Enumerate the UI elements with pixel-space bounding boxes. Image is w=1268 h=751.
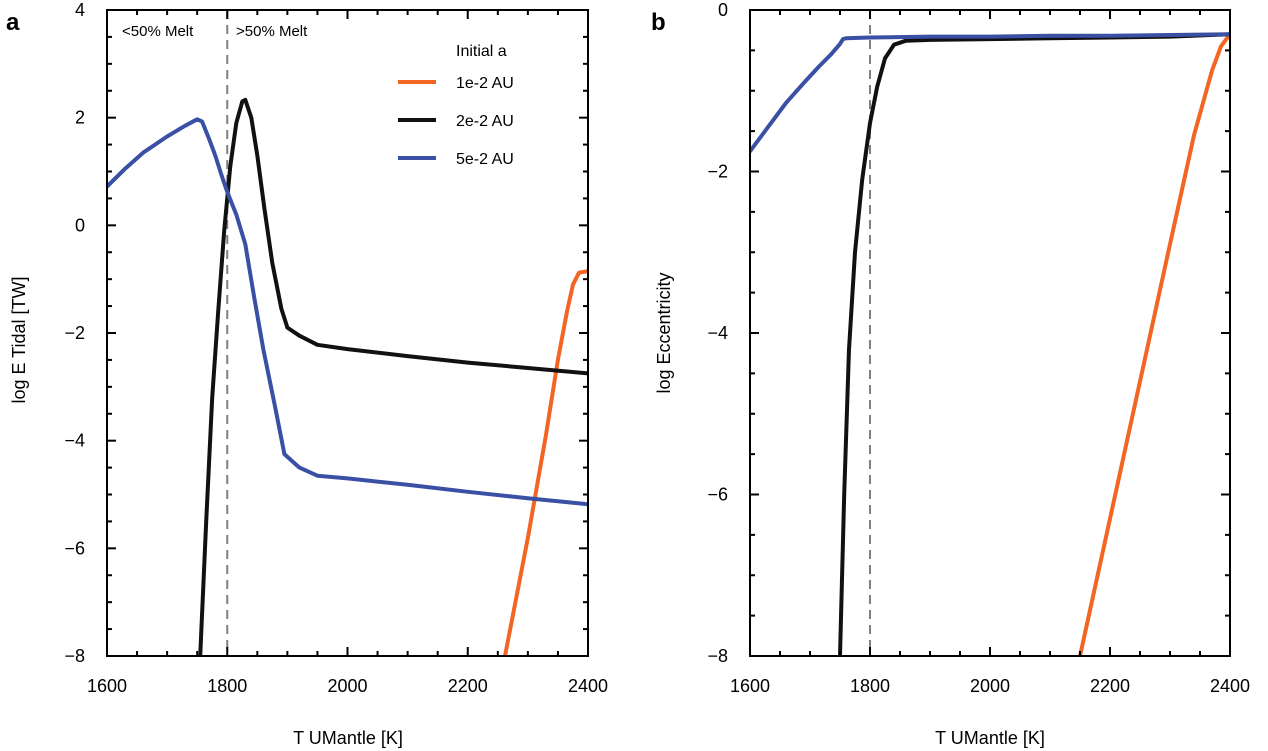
y-tick-label-a: 2	[75, 108, 85, 128]
panel-a-axes: 1600 1800 2000 2200 2400 −8 −6 −4 −2 0 2 4	[64, 0, 608, 696]
x-tick-label-b: 2200	[1090, 676, 1130, 696]
annotation-below-50-melt: <50% Melt	[122, 23, 194, 40]
legend-label-1e-2-au: 1e-2 AU	[456, 75, 514, 92]
x-tick-label-a: 2000	[327, 676, 367, 696]
legend-title: Initial a	[456, 43, 507, 60]
x-tick-label-b: 1600	[730, 676, 770, 696]
x-tick-label-b: 2400	[1210, 676, 1250, 696]
y-tick-label-a: 0	[75, 215, 85, 235]
legend-label-5e-2-au: 5e-2 AU	[456, 151, 514, 168]
series-line-1e-2-au-b	[1078, 32, 1230, 656]
legend: Initial a 1e-2 AU 2e-2 AU 5e-2 AU	[398, 43, 514, 168]
panel-b-plot-area	[750, 10, 1230, 656]
series-line-5e-2-au-b	[750, 32, 1230, 154]
y-tick-label-b: −4	[707, 323, 728, 343]
x-tick-label-a: 1600	[87, 676, 127, 696]
x-tick-label-a: 2200	[448, 676, 488, 696]
panel-b: b 1600 1800 2000 2200 2400 −8 −6 −4 −2 0 T UMantl…	[651, 0, 1250, 748]
x-tick-label-b: 1800	[850, 676, 890, 696]
x-tick-label-b: 2000	[970, 676, 1010, 696]
series-line-1e-2-au-a	[503, 269, 588, 656]
x-axis-label-a: T UMantle [K]	[293, 728, 403, 748]
x-tick-label-a: 2400	[568, 676, 608, 696]
annotation-above-50-melt: >50% Melt	[236, 23, 308, 40]
series-line-2e-2-au-b	[838, 32, 1230, 656]
y-tick-label-b: −2	[707, 162, 728, 182]
y-tick-label-b: −6	[707, 485, 728, 505]
plot-frame-a	[106, 9, 589, 657]
panel-a-plot-area	[107, 10, 588, 656]
y-tick-label-b: −8	[707, 646, 728, 666]
y-tick-label-a: −4	[64, 431, 85, 451]
x-tick-label-a: 1800	[207, 676, 247, 696]
panel-b-axes: 1600 1800 2000 2200 2400 −8 −6 −4 −2 0	[707, 0, 1250, 696]
panel-label-a: a	[6, 9, 20, 36]
y-tick-label-a: −2	[64, 323, 85, 343]
y-tick-label-b: 0	[718, 0, 728, 20]
plot-frame-b	[749, 9, 1231, 657]
y-axis-label-a: log E Tidal [TW]	[9, 276, 29, 403]
panel-label-b: b	[651, 9, 666, 36]
series-line-2e-2-au-a	[198, 97, 588, 656]
y-tick-label-a: −8	[64, 646, 85, 666]
y-axis-label-b: log Eccentricity	[654, 272, 674, 393]
y-tick-label-a: −6	[64, 538, 85, 558]
x-axis-label-b: T UMantle [K]	[935, 728, 1045, 748]
series-line-5e-2-au-a	[107, 117, 588, 507]
legend-label-2e-2-au: 2e-2 AU	[456, 113, 514, 130]
y-tick-label-a: 4	[75, 0, 85, 20]
panel-a: a 1600 1800 2000 2200 2400 −8 −6 −4 −2 0 2 4 <50% M…	[6, 0, 608, 748]
